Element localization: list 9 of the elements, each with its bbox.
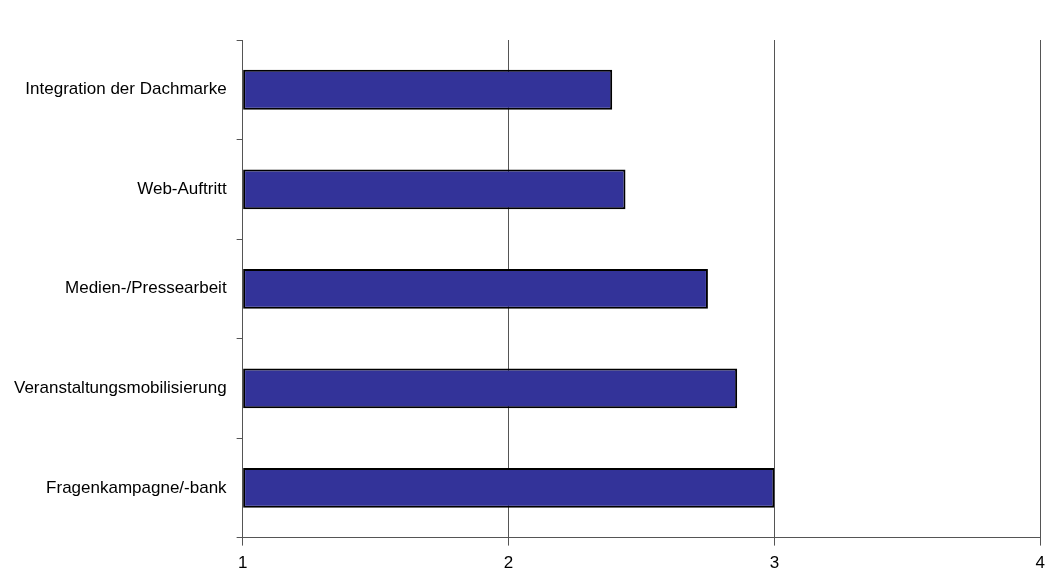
x-tick-label: 2 (503, 553, 514, 573)
y-tick-label: Veranstaltungsmobilisierung (14, 378, 227, 398)
y-tick-label: Web-Auftritt (137, 178, 227, 198)
y-tick-label: Integration der Dachmarke (25, 79, 227, 99)
x-tick-label: 4 (1035, 553, 1046, 573)
y-tick-label: Fragenkampagne/-bank (46, 477, 228, 497)
x-tick-label: 1 (237, 553, 248, 573)
x-tick-label: 3 (769, 553, 780, 573)
y-tick-label: Medien-/Pressearbeit (65, 278, 227, 298)
